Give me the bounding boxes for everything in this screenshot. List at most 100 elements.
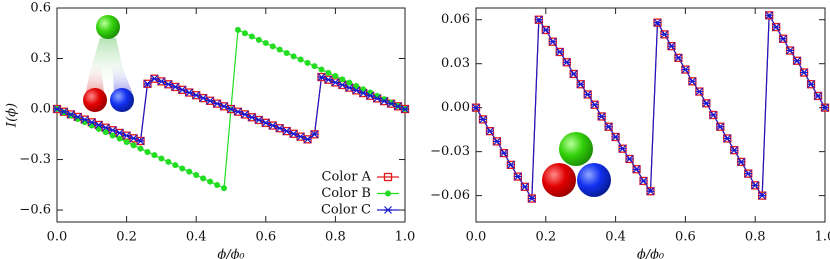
ball-green bbox=[96, 15, 120, 39]
marker-circle bbox=[388, 99, 395, 106]
marker-star bbox=[227, 105, 235, 113]
x-tick-label: 0.0 bbox=[47, 230, 68, 245]
marker-circle bbox=[262, 40, 269, 47]
marker-star bbox=[296, 132, 305, 141]
marker-star bbox=[206, 96, 215, 105]
x-tick-label: 0.0 bbox=[466, 230, 487, 245]
y-tick-label: 0.3 bbox=[30, 51, 51, 66]
marker-star bbox=[157, 77, 166, 86]
marker-star bbox=[758, 191, 767, 200]
plot-frame bbox=[475, 7, 826, 223]
marker-star bbox=[513, 172, 522, 181]
marker-circle bbox=[234, 26, 241, 33]
marker-star bbox=[541, 26, 550, 34]
marker-star bbox=[562, 58, 571, 67]
marker-star bbox=[352, 86, 361, 95]
y-tick-label: −0.3 bbox=[19, 152, 51, 167]
marker-star bbox=[94, 121, 103, 129]
marker-star bbox=[723, 134, 732, 143]
x-tick-label: 0.2 bbox=[535, 230, 556, 245]
marker-circle bbox=[276, 46, 283, 53]
marker-circle bbox=[116, 135, 123, 142]
marker-star bbox=[625, 155, 634, 163]
marker-star bbox=[303, 135, 312, 144]
marker-star bbox=[73, 113, 82, 121]
marker-circle bbox=[283, 49, 290, 56]
marker-star bbox=[814, 92, 823, 100]
marker-star bbox=[247, 113, 256, 122]
marker-star bbox=[101, 123, 110, 132]
marker-star bbox=[199, 94, 208, 103]
marker-star bbox=[667, 42, 676, 51]
marker-star bbox=[387, 99, 396, 108]
marker-star bbox=[751, 181, 760, 190]
marker-star bbox=[261, 118, 270, 127]
series-line bbox=[475, 13, 826, 201]
marker-star bbox=[478, 115, 487, 124]
marker-star bbox=[108, 126, 117, 135]
marker-circle bbox=[137, 145, 144, 152]
illustration bbox=[542, 132, 611, 197]
marker-star bbox=[779, 34, 788, 43]
marker-circle bbox=[248, 33, 255, 40]
y-tick-label: −0.6 bbox=[19, 203, 51, 218]
marker-star bbox=[80, 115, 89, 124]
marker-square bbox=[383, 172, 393, 182]
marker-star bbox=[384, 206, 392, 214]
marker-star bbox=[115, 129, 124, 137]
marker-star bbox=[737, 157, 746, 166]
marker-star bbox=[730, 146, 739, 155]
marker-circle bbox=[346, 79, 353, 86]
marker-star bbox=[324, 75, 333, 84]
marker-star bbox=[639, 177, 648, 185]
marker-star bbox=[164, 80, 173, 89]
series-line bbox=[475, 13, 826, 201]
y-tick-label: 0.06 bbox=[441, 12, 470, 27]
legend-label: Color A bbox=[322, 170, 372, 185]
marker-circle bbox=[207, 178, 214, 185]
marker-star bbox=[555, 48, 564, 56]
marker-star bbox=[772, 23, 781, 31]
marker-circle bbox=[255, 36, 262, 43]
y-tick-label: 0.6 bbox=[30, 1, 51, 16]
x-tick-label: 0.8 bbox=[745, 230, 766, 245]
marker-star bbox=[380, 97, 389, 106]
marker-circle bbox=[297, 56, 304, 63]
marker-star bbox=[520, 182, 529, 191]
marker-star bbox=[576, 80, 585, 89]
marker-star bbox=[143, 79, 152, 88]
marker-star bbox=[472, 103, 480, 112]
x-tick-label: 1.0 bbox=[395, 230, 416, 245]
x-tick-label: 0.2 bbox=[116, 230, 137, 245]
marker-star bbox=[716, 122, 725, 131]
marker-circle bbox=[193, 172, 200, 179]
marker-circle bbox=[332, 73, 339, 80]
x-tick-label: 0.4 bbox=[605, 230, 626, 245]
marker-star bbox=[499, 149, 508, 158]
marker-star bbox=[192, 91, 201, 100]
marker-star bbox=[597, 112, 606, 121]
marker-star bbox=[310, 130, 319, 139]
marker-star bbox=[527, 194, 536, 203]
y-tick-label: −0.03 bbox=[430, 144, 470, 159]
marker-star bbox=[394, 102, 403, 111]
marker-star bbox=[646, 187, 655, 196]
marker-star bbox=[744, 169, 753, 178]
x-tick-label: 0.6 bbox=[255, 230, 276, 245]
x-tick-label: 0.8 bbox=[325, 230, 346, 245]
marker-star bbox=[66, 110, 75, 119]
marker-star bbox=[331, 78, 340, 87]
marker-circle bbox=[269, 43, 276, 50]
ball-blue bbox=[110, 88, 134, 112]
beam bbox=[86, 60, 104, 92]
marker-circle bbox=[241, 30, 248, 37]
marker-circle bbox=[221, 185, 228, 192]
marker-star bbox=[282, 127, 291, 136]
marker-star bbox=[178, 85, 187, 94]
legend-label: Color B bbox=[321, 186, 371, 201]
marker-circle bbox=[123, 139, 130, 146]
marker-circle bbox=[290, 53, 297, 60]
marker-circle bbox=[172, 162, 179, 169]
marker-circle bbox=[158, 155, 165, 162]
